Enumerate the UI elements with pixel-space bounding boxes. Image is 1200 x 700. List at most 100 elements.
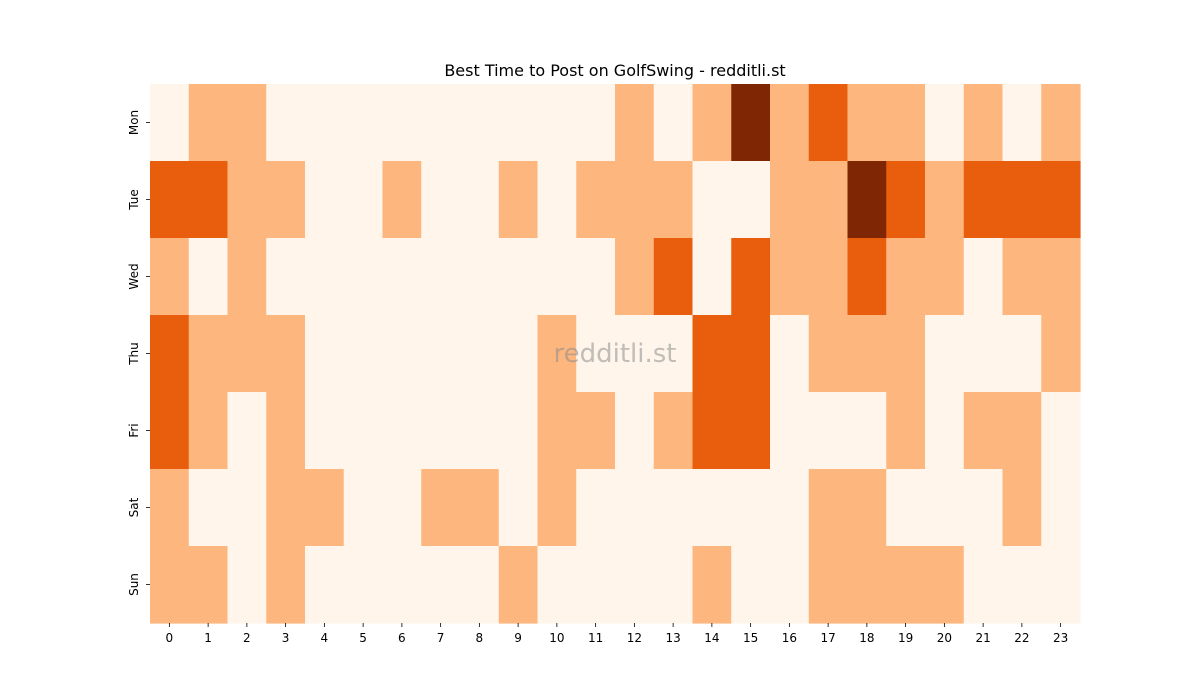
x-tick-label: 5 — [359, 631, 367, 645]
heatmap-cell-sun-13 — [653, 546, 694, 624]
heatmap-cell-wed-3 — [266, 238, 306, 316]
heatmap-cell-wed-7 — [421, 238, 461, 316]
heatmap-cell-thu-3 — [266, 315, 306, 393]
heatmap-cell-fri-9 — [498, 392, 539, 470]
heatmap-cell-mon-16 — [770, 84, 810, 162]
heatmap-cell-sun-12 — [615, 546, 655, 624]
heatmap-cell-tue-18 — [847, 161, 887, 239]
heatmap-cell-sat-7 — [421, 469, 461, 547]
x-tick-label: 7 — [437, 631, 445, 645]
heatmap-cell-mon-4 — [305, 84, 345, 162]
heatmap-cell-sun-18 — [847, 546, 887, 624]
heatmap-cell-tue-7 — [421, 161, 461, 239]
heatmap-cell-mon-22 — [1002, 84, 1042, 162]
heatmap-cell-thu-2 — [227, 315, 267, 393]
heatmap-cell-sat-13 — [653, 469, 694, 547]
heatmap-cell-sun-23 — [1041, 546, 1081, 624]
x-tick-label: 4 — [321, 631, 329, 645]
heatmap-cell-tue-6 — [382, 161, 422, 239]
heatmap-cell-tue-19 — [886, 161, 926, 239]
x-tick-label: 23 — [1053, 631, 1068, 645]
x-axis: 0 1 2 3 4 5 6 7 8 9 10 11 12 13 14 15 16 17 18 19 20 21 22 23 — [166, 623, 1068, 645]
heatmap-cell-wed-6 — [382, 238, 422, 316]
heatmap-cell-sat-15 — [731, 469, 771, 547]
heatmap-cell-thu-6 — [382, 315, 422, 393]
heatmap-cell-wed-20 — [925, 238, 965, 316]
heatmap-cell-sat-11 — [576, 469, 616, 547]
heatmap-cell-mon-17 — [808, 84, 849, 162]
y-tick-label: Tue — [127, 189, 141, 211]
heatmap-cell-mon-7 — [421, 84, 461, 162]
y-tick-label: Sat — [127, 497, 141, 517]
heatmap-cell-wed-9 — [498, 238, 539, 316]
heatmap-cell-tue-12 — [615, 161, 655, 239]
heatmap-cell-thu-21 — [963, 315, 1004, 393]
heatmap-cell-thu-5 — [343, 315, 384, 393]
heatmap-cell-sun-19 — [886, 546, 926, 624]
heatmap-cell-fri-1 — [188, 392, 229, 470]
heatmap-cell-fri-21 — [963, 392, 1004, 470]
heatmap-cell-sun-16 — [770, 546, 810, 624]
heatmap-cell-sun-2 — [227, 546, 267, 624]
heatmap-cell-fri-15 — [731, 392, 771, 470]
x-tick-label: 9 — [514, 631, 522, 645]
y-tick-label: Fri — [127, 423, 141, 437]
heatmap-cell-wed-18 — [847, 238, 887, 316]
heatmap-cell-fri-8 — [460, 392, 500, 470]
heatmap-cell-tue-14 — [692, 161, 732, 239]
heatmap-cell-thu-18 — [847, 315, 887, 393]
heatmap-cell-sat-1 — [188, 469, 229, 547]
heatmap-cell-thu-9 — [498, 315, 539, 393]
heatmap-cell-sat-16 — [770, 469, 810, 547]
x-tick-label: 3 — [282, 631, 290, 645]
x-tick-label: 12 — [627, 631, 642, 645]
heatmap-cell-fri-6 — [382, 392, 422, 470]
y-tick-label: Mon — [127, 110, 141, 135]
heatmap-cell-mon-20 — [925, 84, 965, 162]
x-tick-label: 21 — [975, 631, 990, 645]
x-tick-label: 1 — [204, 631, 212, 645]
x-tick-label: 11 — [588, 631, 603, 645]
heatmap-cell-fri-18 — [847, 392, 887, 470]
heatmap-cell-fri-13 — [653, 392, 694, 470]
heatmap-cell-fri-16 — [770, 392, 810, 470]
y-tick-label: Sun — [127, 573, 141, 596]
x-tick-label: 14 — [704, 631, 719, 645]
x-tick-label: 15 — [743, 631, 758, 645]
heatmap-cell-wed-12 — [615, 238, 655, 316]
heatmap-cell-thu-16 — [770, 315, 810, 393]
heatmap-cell-mon-8 — [460, 84, 500, 162]
heatmap-cell-thu-8 — [460, 315, 500, 393]
heatmap-cell-sun-10 — [537, 546, 577, 624]
heatmap-cell-mon-18 — [847, 84, 887, 162]
heatmap-cell-sun-22 — [1002, 546, 1042, 624]
heatmap-cell-fri-5 — [343, 392, 384, 470]
heatmap-cell-wed-21 — [963, 238, 1004, 316]
heatmap-cell-wed-10 — [537, 238, 577, 316]
heatmap-cell-sat-2 — [227, 469, 267, 547]
heatmap-cell-wed-8 — [460, 238, 500, 316]
heatmap-cell-mon-0 — [150, 84, 190, 162]
heatmap-cell-tue-4 — [305, 161, 345, 239]
heatmap-cell-mon-19 — [886, 84, 926, 162]
heatmap-cell-tue-21 — [963, 161, 1004, 239]
heatmap-cells — [150, 84, 1081, 624]
heatmap-cell-fri-4 — [305, 392, 345, 470]
heatmap-cell-fri-11 — [576, 392, 616, 470]
heatmap-cell-mon-21 — [963, 84, 1004, 162]
heatmap-cell-tue-2 — [227, 161, 267, 239]
heatmap-cell-sat-10 — [537, 469, 577, 547]
heatmap-cell-thu-22 — [1002, 315, 1042, 393]
heatmap-cell-tue-16 — [770, 161, 810, 239]
y-tick-label: Wed — [127, 263, 141, 289]
heatmap-cell-sat-12 — [615, 469, 655, 547]
heatmap-cell-sun-17 — [808, 546, 849, 624]
heatmap-cell-sat-8 — [460, 469, 500, 547]
heatmap-cell-wed-19 — [886, 238, 926, 316]
heatmap-cell-mon-5 — [343, 84, 384, 162]
heatmap-cell-sun-11 — [576, 546, 616, 624]
x-tick-label: 17 — [820, 631, 835, 645]
heatmap-cell-sun-5 — [343, 546, 384, 624]
heatmap-cell-mon-15 — [731, 84, 771, 162]
